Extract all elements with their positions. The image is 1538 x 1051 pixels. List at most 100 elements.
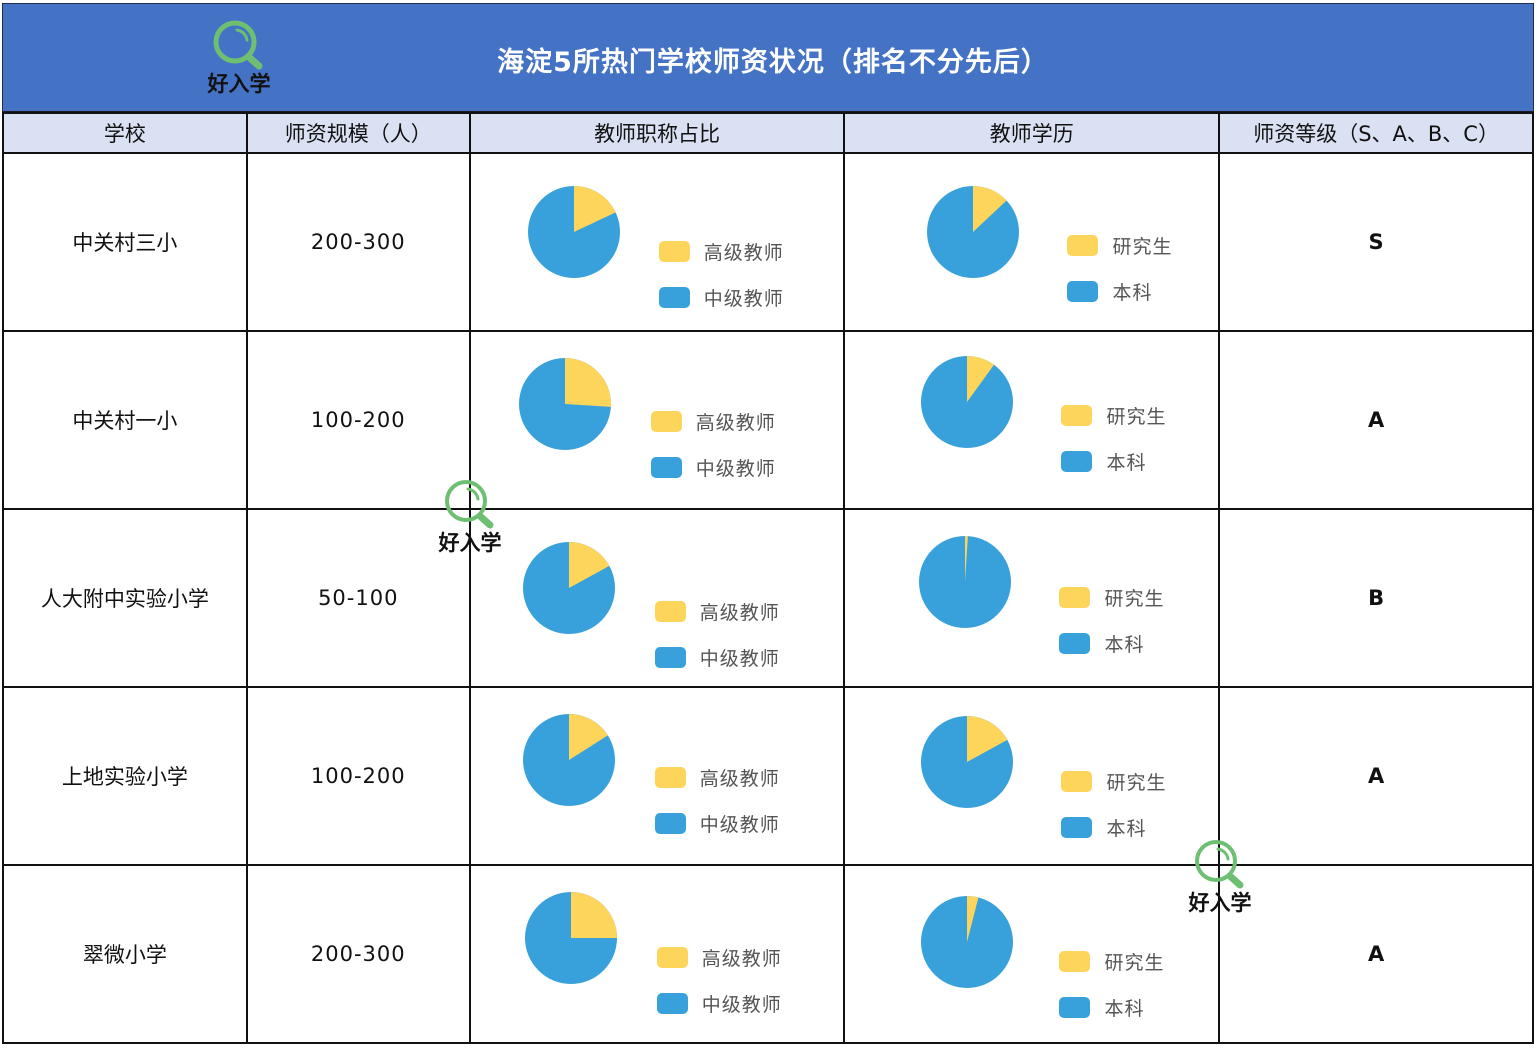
magnifier-icon: [1195, 840, 1244, 889]
legend-item: 研究生: [1059, 938, 1164, 984]
table-header-row: 学校 师资规模（人） 教师职称占比 教师学历 师资等级（S、A、B、C）: [2, 112, 1534, 154]
legend-label: 中级教师: [701, 993, 782, 1016]
table-row: 上地实验小学 100-200 高级教师 中级教师 研究生 本科 A: [2, 686, 1534, 866]
legend-item: 研究生: [1067, 222, 1172, 268]
pie-slice-highlight: [564, 358, 611, 407]
legend-swatch: [1061, 450, 1093, 472]
legend-item: 高级教师: [654, 754, 780, 800]
pie-legend: 研究生 本科: [1061, 758, 1166, 850]
legend-label: 研究生: [1104, 951, 1165, 974]
legend-label: 本科: [1106, 817, 1147, 840]
legend-swatch: [658, 286, 690, 308]
page-title: 海淀5所热门学校师资状况（排名不分先后）: [497, 47, 1049, 78]
legend-label: 中级教师: [699, 647, 780, 670]
pie-legend: 研究生 本科: [1059, 938, 1164, 1030]
legend-label: 本科: [1112, 281, 1153, 304]
title-ratio-cell: 高级教师 中级教师: [468, 686, 846, 866]
title-ratio-pie: [527, 186, 620, 278]
staff-grade: A: [1218, 864, 1534, 1044]
staff-size: 100-200: [245, 330, 471, 510]
education-pie: [921, 356, 1014, 448]
pie-legend: 研究生 本科: [1059, 574, 1164, 666]
legend-label: 本科: [1106, 451, 1147, 474]
title-ratio-pie: [522, 714, 615, 806]
table-row: 中关村一小 100-200 高级教师 中级教师 研究生 本科 A: [2, 330, 1534, 510]
legend-swatch: [656, 992, 688, 1014]
table-row: 人大附中实验小学 50-100 高级教师 中级教师 研究生 本科 B: [2, 508, 1534, 688]
legend-swatch: [658, 240, 690, 262]
legend-item: 本科: [1059, 984, 1164, 1030]
education-cell: 研究生 本科: [843, 508, 1221, 688]
legend-swatch: [650, 410, 682, 432]
legend-swatch: [1059, 632, 1091, 654]
pie-slice-highlight: [967, 716, 1008, 762]
legend-item: 中级教师: [654, 800, 780, 846]
legend-item: 研究生: [1061, 392, 1166, 438]
title-ratio-pie: [524, 892, 617, 984]
legend-item: 中级教师: [650, 444, 776, 490]
legend-item: 高级教师: [658, 228, 784, 274]
staff-grade: S: [1218, 152, 1534, 332]
legend-label: 本科: [1104, 997, 1145, 1020]
column-header-grade: 师资等级（S、A、B、C）: [1218, 112, 1534, 154]
legend-swatch: [650, 456, 682, 478]
education-pie: [921, 896, 1014, 988]
education-cell: 研究生 本科: [843, 152, 1221, 332]
legend-swatch: [1061, 816, 1093, 838]
education-cell: 研究生本科: [843, 330, 1221, 510]
table-row: 翠微小学 200-300 高级教师 中级教师 研究生 本科 A: [2, 864, 1534, 1044]
pie-slice-highlight: [967, 356, 995, 402]
legend-item: 本科: [1061, 804, 1166, 850]
legend-item: 高级教师: [656, 934, 782, 980]
legend-swatch: [656, 946, 688, 968]
column-header-title-ratio: 教师职称占比: [468, 112, 846, 154]
pie-legend: 高级教师中级教师: [654, 588, 780, 680]
pie-slice-highlight: [568, 542, 610, 588]
title-ratio-pie: [522, 542, 615, 634]
title-ratio-cell: 高级教师中级教师: [468, 864, 846, 1044]
legend-swatch: [1067, 234, 1099, 256]
legend-swatch: [654, 646, 686, 668]
education-chart: 研究生 本科: [845, 688, 1218, 864]
staff-size: 100-200: [245, 686, 471, 866]
school-staff-table: 学校 师资规模（人） 教师职称占比 教师学历 师资等级（S、A、B、C） 中关村…: [2, 112, 1534, 1044]
pie-slice-highlight: [967, 896, 979, 942]
legend-label: 研究生: [1112, 235, 1173, 258]
legend-swatch: [654, 812, 686, 834]
legend-swatch: [1061, 404, 1093, 426]
legend-label: 高级教师: [695, 411, 776, 434]
title-ratio-cell: 高级教师中级教师: [468, 508, 846, 688]
pie-legend: 高级教师中级教师: [658, 228, 784, 320]
legend-item: 高级教师: [650, 398, 776, 444]
column-header-education: 教师学历: [843, 112, 1221, 154]
legend-label: 研究生: [1106, 771, 1167, 794]
education-pie: [927, 186, 1020, 278]
legend-swatch: [654, 600, 686, 622]
title-ratio-cell: 高级教师 中级教师: [468, 330, 846, 510]
legend-item: 研究生: [1059, 574, 1164, 620]
education-cell: 研究生 本科: [843, 864, 1221, 1044]
legend-swatch: [1061, 770, 1093, 792]
school-name: 人大附中实验小学: [2, 508, 248, 688]
legend-item: 本科: [1061, 438, 1166, 484]
watermark-text: 好入学: [438, 531, 502, 555]
magnifier-icon: [213, 20, 263, 70]
school-name: 翠微小学: [2, 864, 248, 1044]
staff-size: 200-300: [245, 864, 471, 1044]
legend-label: 中级教师: [703, 287, 784, 310]
staff-grade: A: [1218, 686, 1534, 866]
education-chart: 研究生 本科: [845, 866, 1218, 1042]
staff-comparison-sheet: 好入学 海淀5所热门学校师资状况（排名不分先后） 学校 师资规模（人） 教师职称…: [2, 3, 1534, 1047]
legend-item: 中级教师: [656, 980, 782, 1026]
staff-size: 50-100: [245, 508, 471, 688]
legend-swatch: [1059, 996, 1091, 1018]
legend-item: 中级教师: [658, 274, 784, 320]
legend-label: 中级教师: [695, 457, 776, 480]
pie-slice-highlight: [573, 186, 616, 232]
pie-legend: 研究生 本科: [1067, 222, 1172, 314]
legend-item: 高级教师: [654, 588, 780, 634]
school-name: 中关村三小: [2, 152, 248, 332]
pie-slice-highlight: [570, 892, 617, 938]
watermark-logo: 好入学: [430, 477, 510, 557]
education-chart: 研究生本科: [845, 332, 1218, 508]
